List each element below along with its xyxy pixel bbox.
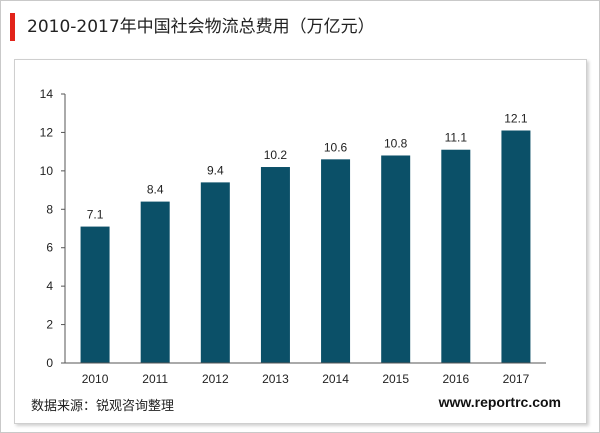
data-label-2017: 12.1 — [504, 112, 528, 126]
y-tick-label: 6 — [46, 241, 53, 255]
x-tick-label: 2012 — [202, 372, 229, 386]
x-tick-label: 2011 — [142, 372, 168, 386]
bar-2017 — [501, 130, 531, 363]
x-tick-label: 2010 — [82, 372, 109, 386]
data-label-2014: 10.6 — [324, 140, 348, 154]
data-label-2012: 9.4 — [207, 163, 224, 177]
website-link[interactable]: www.reportrc.com — [438, 394, 561, 410]
data-label-2015: 10.8 — [384, 136, 408, 150]
bar-2014 — [321, 159, 351, 363]
source-note: 数据来源：锐观咨询整理 — [31, 399, 175, 414]
bar-2010 — [80, 226, 110, 363]
bar-2015 — [381, 155, 411, 363]
y-tick-label: 14 — [40, 87, 54, 101]
y-tick-label: 8 — [46, 202, 53, 216]
data-label-2016: 11.1 — [445, 131, 468, 145]
x-tick-label: 2015 — [382, 372, 409, 386]
x-axis-ticks: 2010 2011 2012 2013 2014 2015 2016 2017 — [82, 372, 530, 386]
y-tick-label: 12 — [40, 125, 54, 139]
bars: 7.1 8.4 9.4 10.2 10.6 10.8 11.1 12.1 — [80, 112, 531, 363]
bar-2012 — [200, 182, 230, 363]
bar-2016 — [441, 149, 471, 363]
title-accent-bar — [10, 13, 15, 41]
x-tick-label: 2014 — [322, 372, 349, 386]
x-tick-label: 2017 — [503, 372, 530, 386]
bar-2011 — [140, 201, 170, 363]
data-label-2013: 10.2 — [264, 148, 288, 162]
x-tick-label: 2016 — [442, 372, 469, 386]
bar-2013 — [260, 167, 290, 363]
y-tick-label: 0 — [46, 356, 53, 370]
data-label-2010: 7.1 — [87, 208, 104, 222]
y-tick-label: 4 — [46, 279, 53, 293]
y-tick-label: 2 — [46, 318, 53, 332]
page-title: 2010-2017年中国社会物流总费用（万亿元） — [27, 17, 375, 37]
y-axis-ticks: 0 2 4 6 8 10 12 14 — [40, 87, 65, 370]
data-label-2011: 8.4 — [147, 183, 164, 197]
y-tick-label: 10 — [40, 164, 54, 178]
x-tick-label: 2013 — [262, 372, 289, 386]
